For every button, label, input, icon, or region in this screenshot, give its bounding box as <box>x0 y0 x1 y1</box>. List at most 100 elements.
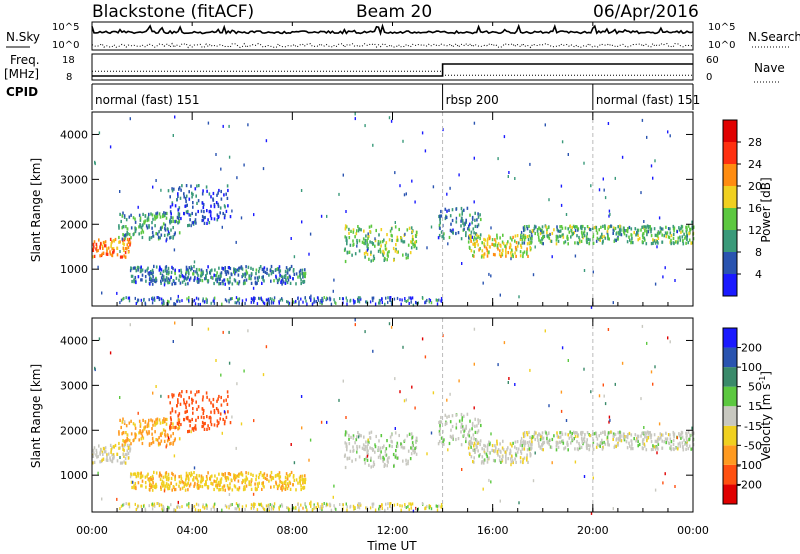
echo-cell <box>570 235 572 239</box>
echo-cell <box>198 280 200 284</box>
echo-cell <box>228 281 230 285</box>
echo-cell <box>647 432 650 436</box>
echo-cell <box>118 441 120 446</box>
echo-cell <box>180 422 182 427</box>
echo-cell <box>634 227 637 231</box>
echo-cell <box>252 267 254 271</box>
echo-cell <box>183 417 185 422</box>
echo-cell <box>352 449 354 453</box>
echo-cell <box>410 240 412 244</box>
echo-cell <box>141 268 144 272</box>
echo-cell <box>542 235 544 239</box>
echo-cell <box>304 275 306 279</box>
echo-cell <box>452 228 454 232</box>
ground-scatter-cell <box>436 504 438 508</box>
noise-cell <box>549 232 551 236</box>
echo-cell <box>163 214 165 218</box>
echo-cell <box>363 435 365 439</box>
noise-cell <box>228 124 230 128</box>
ground-scatter-cell <box>224 504 227 508</box>
noise-cell <box>243 369 245 373</box>
echo-cell <box>520 451 523 455</box>
echo-cell <box>474 224 477 228</box>
noise-cell <box>231 415 233 419</box>
noise-cell <box>473 327 476 331</box>
echo-cell <box>162 419 164 423</box>
echo-cell <box>199 484 202 488</box>
echo-cell <box>167 277 170 281</box>
echo-cell <box>468 434 471 438</box>
echo-cell <box>166 269 168 273</box>
echo-cell <box>617 237 619 241</box>
echo-cell <box>348 236 351 240</box>
echo-cell <box>216 271 218 275</box>
echo-cell <box>652 238 654 242</box>
echo-cell <box>468 440 471 444</box>
ground-scatter-cell <box>127 296 130 300</box>
echo-cell <box>169 210 172 214</box>
echo-cell <box>617 235 619 239</box>
echo-cell <box>216 277 218 281</box>
echo-cell <box>396 444 399 448</box>
echo-cell <box>439 432 441 436</box>
echo-cell <box>165 216 168 220</box>
echo-cell <box>460 425 462 429</box>
echo-cell <box>154 423 156 427</box>
echo-cell <box>484 238 487 242</box>
echo-cell <box>631 236 633 241</box>
echo-cell <box>189 213 192 217</box>
echo-cell <box>303 478 306 482</box>
echo-cell <box>275 274 277 278</box>
echo-cell <box>220 403 223 407</box>
echo-cell <box>557 435 559 439</box>
echo-cell <box>250 277 252 281</box>
echo-cell <box>607 233 609 237</box>
velocity-echoes <box>92 318 695 515</box>
echo-cell <box>132 439 135 443</box>
echo-cell <box>286 271 289 275</box>
echo-cell <box>396 238 399 242</box>
y-tick-label: 3000 <box>60 379 88 392</box>
echo-cell <box>352 230 355 234</box>
echo-cell <box>468 228 471 232</box>
echo-cell <box>522 457 524 461</box>
ground-scatter-cell <box>122 503 124 507</box>
echo-cell <box>409 251 412 255</box>
noise-cell <box>403 193 406 197</box>
colorbar-tick-label: 50 <box>748 381 762 394</box>
echo-cell <box>198 486 200 490</box>
echo-cell <box>486 460 489 464</box>
echo-cell <box>469 213 471 217</box>
echo-cell <box>659 226 662 230</box>
echo-cell <box>234 268 237 272</box>
y-tick-label: 1000 <box>60 469 88 482</box>
echo-cell <box>184 410 186 414</box>
echo-cell <box>449 420 452 424</box>
ground-scatter-cell <box>322 505 324 509</box>
ground-scatter-cell <box>151 507 154 511</box>
echo-cell <box>522 251 524 255</box>
echo-cell <box>129 449 131 453</box>
echo-cell <box>192 407 194 411</box>
echo-cell <box>642 438 645 442</box>
echo-cell <box>514 251 516 255</box>
echo-cell <box>624 229 626 233</box>
echo-cell <box>234 476 237 480</box>
echo-cell <box>173 187 175 191</box>
echo-cell <box>526 250 528 254</box>
ground-scatter-cell <box>137 504 139 508</box>
echo-cell <box>449 228 452 232</box>
echo-cell <box>197 209 199 214</box>
echo-cell <box>578 444 581 448</box>
echo-cell <box>415 240 418 244</box>
x-tick-label: 04:00 <box>176 524 208 537</box>
echo-cell <box>225 272 228 276</box>
echo-cell <box>153 470 155 474</box>
echo-cell <box>344 433 347 437</box>
echo-cell <box>212 198 215 202</box>
echo-cell <box>214 268 216 272</box>
colorbar-swatch <box>723 484 737 504</box>
echo-cell <box>220 189 222 194</box>
echo-cell <box>512 441 514 445</box>
echo-cell <box>395 238 398 243</box>
